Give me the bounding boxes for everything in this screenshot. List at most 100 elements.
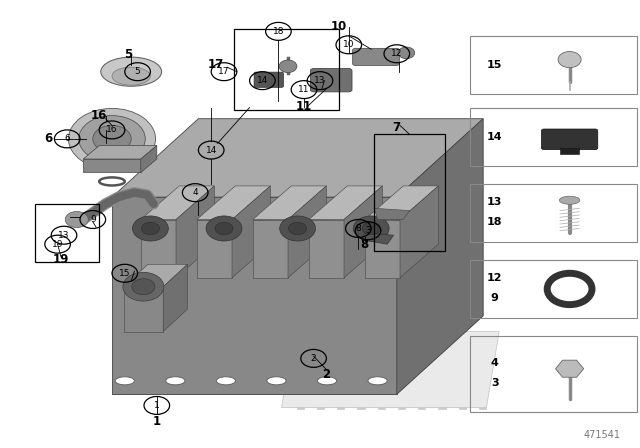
Polygon shape	[141, 220, 176, 278]
Text: 3: 3	[491, 378, 499, 388]
Circle shape	[132, 216, 168, 241]
Text: 13: 13	[314, 76, 326, 85]
Ellipse shape	[558, 367, 581, 372]
Polygon shape	[83, 159, 141, 172]
Polygon shape	[397, 119, 483, 394]
Circle shape	[65, 211, 88, 228]
Polygon shape	[374, 208, 410, 220]
Polygon shape	[556, 360, 584, 377]
Circle shape	[289, 222, 307, 235]
Text: 6: 6	[44, 132, 52, 146]
Circle shape	[280, 216, 316, 241]
Text: 11: 11	[298, 85, 310, 94]
Polygon shape	[308, 186, 383, 220]
Polygon shape	[163, 264, 188, 332]
Ellipse shape	[112, 67, 150, 85]
Text: 471541: 471541	[584, 430, 621, 440]
Polygon shape	[141, 186, 214, 220]
FancyBboxPatch shape	[310, 69, 352, 92]
FancyBboxPatch shape	[541, 129, 598, 150]
Polygon shape	[365, 186, 438, 220]
Text: 7: 7	[393, 121, 401, 134]
Ellipse shape	[100, 57, 161, 86]
Polygon shape	[253, 220, 288, 278]
Polygon shape	[253, 186, 326, 220]
Circle shape	[123, 272, 164, 301]
Polygon shape	[365, 220, 400, 278]
Text: 14: 14	[487, 132, 502, 142]
Text: 12: 12	[487, 273, 502, 283]
Text: 14: 14	[257, 76, 268, 85]
Text: 6: 6	[65, 134, 70, 143]
Text: 15: 15	[487, 60, 502, 70]
Text: 9: 9	[90, 215, 95, 224]
Ellipse shape	[368, 377, 387, 385]
Polygon shape	[362, 233, 394, 244]
Text: 3: 3	[365, 226, 371, 235]
Polygon shape	[83, 146, 157, 159]
Polygon shape	[282, 332, 499, 408]
Text: 10: 10	[343, 40, 355, 49]
Polygon shape	[141, 146, 157, 172]
Text: 18: 18	[487, 217, 502, 227]
Polygon shape	[232, 186, 270, 278]
Ellipse shape	[115, 377, 134, 385]
Polygon shape	[400, 186, 438, 278]
Circle shape	[279, 60, 297, 73]
Text: 15: 15	[119, 269, 131, 278]
Text: 17: 17	[207, 58, 224, 72]
Text: 14: 14	[205, 146, 217, 155]
Text: 13: 13	[487, 197, 502, 207]
Ellipse shape	[559, 196, 580, 204]
Text: 16: 16	[91, 109, 108, 122]
Polygon shape	[124, 287, 163, 332]
Ellipse shape	[267, 377, 286, 385]
Circle shape	[558, 52, 581, 68]
Polygon shape	[124, 264, 188, 287]
Polygon shape	[176, 186, 214, 278]
Polygon shape	[112, 119, 483, 197]
Circle shape	[353, 216, 389, 241]
Text: 9: 9	[491, 293, 499, 303]
Text: 4: 4	[491, 358, 499, 368]
Text: 2: 2	[323, 367, 330, 381]
Polygon shape	[112, 316, 483, 394]
Text: 17: 17	[218, 67, 230, 76]
Circle shape	[79, 116, 145, 162]
Polygon shape	[112, 197, 397, 394]
Circle shape	[68, 108, 156, 169]
Polygon shape	[197, 186, 270, 220]
Text: 16: 16	[106, 125, 118, 134]
FancyBboxPatch shape	[353, 48, 399, 65]
Circle shape	[215, 222, 233, 235]
Text: 18: 18	[273, 27, 284, 36]
Circle shape	[93, 125, 131, 152]
Text: 19: 19	[52, 253, 69, 267]
Text: 1: 1	[154, 401, 159, 410]
FancyBboxPatch shape	[560, 148, 579, 154]
Circle shape	[206, 216, 242, 241]
Polygon shape	[344, 186, 383, 278]
Text: 5: 5	[124, 48, 132, 61]
Text: 8: 8	[356, 224, 361, 233]
Text: 5: 5	[135, 67, 140, 76]
Circle shape	[398, 47, 415, 59]
Polygon shape	[288, 186, 326, 278]
Ellipse shape	[166, 377, 185, 385]
Text: 12: 12	[391, 49, 403, 58]
Circle shape	[141, 222, 159, 235]
Text: 13: 13	[58, 231, 70, 240]
Text: 19: 19	[52, 240, 63, 249]
Ellipse shape	[216, 377, 236, 385]
Text: 8: 8	[361, 237, 369, 251]
Polygon shape	[197, 220, 232, 278]
Circle shape	[132, 279, 155, 295]
Text: 10: 10	[331, 20, 348, 34]
Circle shape	[362, 222, 380, 235]
Text: 2: 2	[311, 354, 316, 363]
FancyBboxPatch shape	[254, 72, 284, 87]
Text: 11: 11	[296, 100, 312, 113]
Text: 1: 1	[153, 414, 161, 428]
Text: 4: 4	[193, 188, 198, 197]
Ellipse shape	[317, 377, 337, 385]
